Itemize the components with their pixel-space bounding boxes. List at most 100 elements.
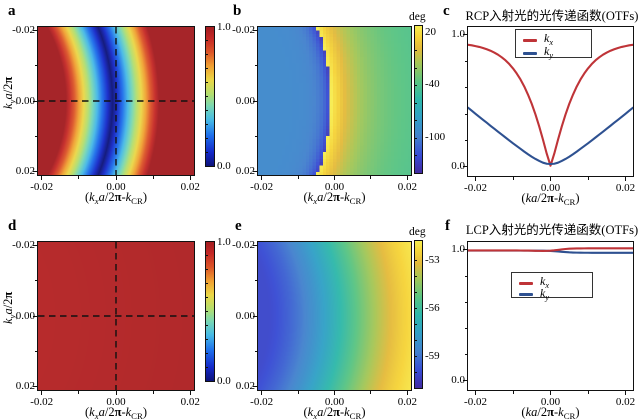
panel-b-yminortick bbox=[254, 135, 257, 137]
label-segment: a bbox=[531, 405, 538, 419]
panel-b-cbar-minortick bbox=[415, 120, 417, 121]
panel-f-yminortick bbox=[464, 275, 467, 277]
panel-d-xtick-label: 0.00 bbox=[106, 396, 126, 408]
ky-legend-label: ky bbox=[544, 45, 553, 62]
panel-f-ytick bbox=[463, 380, 467, 382]
panel-d-colorbar bbox=[205, 241, 215, 382]
ky-legend-swatch bbox=[523, 51, 537, 55]
label-segment: ) bbox=[361, 190, 366, 204]
label-segment: ( bbox=[84, 190, 90, 204]
label-segment: a bbox=[1, 308, 15, 315]
label-segment: k bbox=[525, 191, 532, 205]
label-segment: k bbox=[540, 274, 546, 288]
panel-a-colorbar bbox=[205, 26, 215, 167]
panel-e-xtick bbox=[334, 391, 335, 395]
panel-d-xtick bbox=[41, 391, 43, 395]
label-segment: a bbox=[98, 405, 105, 419]
panel-a-cbar-minortick bbox=[206, 68, 208, 70]
panel-d-xminortick bbox=[152, 391, 154, 394]
label-segment: CR bbox=[563, 411, 576, 420]
panel-d-cbar-minortick bbox=[206, 269, 208, 271]
panel-f-ytick bbox=[463, 249, 467, 251]
label-segment: ( bbox=[521, 405, 526, 419]
panel-a-xtick-label: 0.00 bbox=[106, 181, 126, 193]
label-segment: /2 bbox=[537, 405, 548, 419]
label-segment: y bbox=[7, 99, 18, 104]
panel-b-cbar-title: deg bbox=[409, 11, 426, 23]
label-segment: a bbox=[317, 405, 324, 419]
label-segment: /2 bbox=[323, 405, 334, 419]
panel-e-cbar-tick-label: -53 bbox=[425, 253, 440, 266]
label-segment: π bbox=[547, 405, 554, 419]
panel-a-cbar-minortick bbox=[206, 109, 208, 111]
panel-a-plotbox bbox=[37, 26, 195, 176]
panel-b-xtick-label: -0.02 bbox=[250, 181, 274, 193]
panel-e-ytick-label: 0.00 bbox=[235, 309, 255, 322]
panel-b-ytick bbox=[253, 100, 257, 102]
panel-e-cbar-tick-label: -59 bbox=[425, 349, 440, 362]
label-segment: k bbox=[1, 318, 15, 324]
panel-letter-a: a bbox=[8, 3, 16, 19]
kx-legend-label: kx bbox=[540, 275, 549, 292]
panel-a-ytick-label: 0.02 bbox=[15, 164, 35, 177]
panel-a-ylabel-text: kya/2π bbox=[1, 77, 18, 109]
label-segment: ) bbox=[142, 405, 148, 419]
panel-a-xtick bbox=[115, 176, 117, 180]
panel-b-xtick-label: 0.00 bbox=[324, 181, 345, 193]
panel-b-cbar-minortick bbox=[415, 67, 417, 69]
panel-b-xtick bbox=[334, 176, 335, 180]
label-segment: - bbox=[339, 190, 345, 204]
panel-c-legend-entry-kx: kx bbox=[523, 32, 553, 49]
panel-b-cbar-minortick bbox=[415, 85, 417, 86]
panel-a-cbar-minortick bbox=[206, 137, 208, 139]
panel-d-plotbox bbox=[37, 241, 195, 391]
panel-e-ytick bbox=[253, 315, 257, 317]
panel-f-xminortick bbox=[512, 391, 514, 394]
panel-b-ytick bbox=[253, 170, 257, 172]
panel-a-cbar-tick-label: 1.0 bbox=[217, 20, 231, 33]
panel-a-colorbar-gradient bbox=[206, 27, 214, 166]
panel-e-ytick bbox=[253, 245, 257, 247]
panel-c-legend: kx ky bbox=[515, 29, 592, 60]
label-segment: ( bbox=[521, 191, 526, 205]
label-segment: ) bbox=[575, 405, 580, 419]
panel-c-xtick-label: 0.02 bbox=[615, 182, 636, 194]
label-segment: ( bbox=[303, 405, 308, 419]
panel-d-xtick bbox=[115, 391, 117, 395]
panel-d-cbar-minortick bbox=[206, 338, 208, 340]
panel-d-canvas bbox=[38, 242, 194, 390]
panel-b-xtick-label: 0.02 bbox=[397, 181, 417, 193]
panel-e-cbar-minortick bbox=[415, 259, 417, 261]
label-segment: k bbox=[307, 190, 314, 204]
label-segment: y bbox=[545, 292, 550, 302]
label-segment: CR bbox=[349, 411, 362, 420]
panel-a-cbar-tick-label: 0.0 bbox=[217, 159, 231, 172]
panel-c-ytick-label: 0.0 bbox=[451, 160, 465, 173]
panel-a-canvas bbox=[38, 27, 194, 175]
panel-c-xtick bbox=[625, 177, 626, 181]
panel-b-ytick-label: 0.02 bbox=[235, 164, 255, 177]
label-segment: k bbox=[1, 103, 15, 109]
panel-c-xtick bbox=[475, 177, 476, 181]
label-segment: π bbox=[114, 405, 122, 419]
panel-a-xtick bbox=[189, 176, 191, 180]
panel-c-xminortick bbox=[512, 177, 514, 180]
label-segment: CR bbox=[349, 196, 362, 207]
kx-legend-label: kx bbox=[544, 32, 553, 49]
panel-f-xtick-label: 0.02 bbox=[615, 396, 636, 408]
label-segment: - bbox=[339, 405, 345, 419]
label-segment: a bbox=[317, 190, 324, 204]
panel-f-canvas bbox=[468, 242, 633, 390]
label-segment: CR bbox=[563, 197, 576, 208]
panel-d-ytick-label: -0.02 bbox=[12, 239, 35, 252]
panel-a-xtick-label: 0.02 bbox=[180, 181, 200, 193]
panel-a-cbar-minortick bbox=[206, 40, 208, 42]
panel-e-canvas bbox=[258, 242, 411, 390]
label-segment: k bbox=[525, 405, 532, 419]
label-segment: /2 bbox=[104, 405, 115, 419]
panel-d-ytick bbox=[33, 245, 37, 247]
panel-c-title: RCP入射光的光传递函数(OTFs) bbox=[465, 9, 639, 23]
panel-d-xlabel: (kxa/2π-kCR) bbox=[38, 406, 194, 420]
panel-b-cbar-tick-label: -100 bbox=[425, 130, 446, 143]
